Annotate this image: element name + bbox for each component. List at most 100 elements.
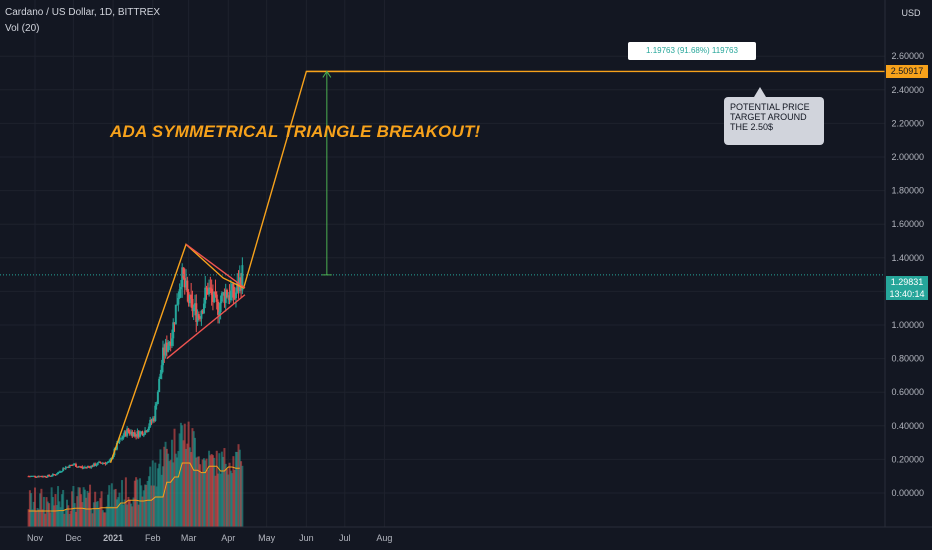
- volume-bar: [136, 479, 139, 527]
- candle-body: [46, 475, 49, 478]
- candle-body: [151, 418, 154, 422]
- price-tick-label: 2.00000: [891, 152, 924, 162]
- volume-bar: [123, 499, 126, 527]
- candle-body: [186, 280, 189, 293]
- volume-bar: [156, 468, 159, 527]
- price-axis[interactable]: 2.60000 2.40000 2.20000 2.00000 1.80000 1.600…: [891, 51, 924, 498]
- volume-bar: [173, 428, 176, 527]
- candle-body: [168, 341, 171, 346]
- trend-line[interactable]: [166, 294, 246, 360]
- volume-bar: [91, 513, 94, 527]
- candle-body: [124, 431, 127, 436]
- volume-bar: [37, 509, 40, 527]
- volume-bar: [74, 511, 77, 527]
- volume-bar: [190, 452, 193, 527]
- candle-body: [167, 345, 170, 352]
- candle-body: [104, 463, 107, 465]
- candle-body: [181, 267, 184, 287]
- time-tick-label: 2021: [103, 533, 123, 543]
- candle-body: [45, 476, 48, 478]
- candle-body: [35, 476, 38, 478]
- volume-bar: [223, 448, 226, 527]
- volume-bar: [178, 433, 181, 527]
- volume-bar: [231, 473, 234, 527]
- volume-bar: [39, 493, 42, 527]
- candle-body: [87, 466, 90, 468]
- volume-bar: [113, 489, 116, 527]
- volume-bar: [64, 510, 67, 527]
- price-target-callout[interactable]: POTENTIAL PRICE TARGET AROUND THE 2.50$: [724, 87, 824, 145]
- candle-body: [208, 287, 211, 295]
- volume-bar: [112, 506, 115, 527]
- measure-label[interactable]: 1.19763 (91.68%) 119763: [628, 42, 756, 60]
- candle-body: [172, 322, 175, 339]
- candle-body: [118, 438, 121, 443]
- volume-bar: [149, 466, 152, 527]
- candle-body: [140, 431, 143, 433]
- candle-body: [199, 317, 202, 319]
- candle-body: [232, 283, 235, 298]
- volume-bar: [168, 461, 171, 527]
- volume-bar: [209, 455, 212, 527]
- candle-body: [200, 310, 203, 319]
- volume-bar: [201, 459, 204, 527]
- volume-bar: [32, 501, 35, 527]
- measure-arrowhead: [322, 70, 332, 78]
- candle-body: [94, 463, 97, 466]
- volume-bars: [27, 421, 244, 527]
- symbol-title[interactable]: Cardano / US Dollar, 1D, BITTREX: [5, 7, 161, 18]
- volume-bar: [127, 496, 130, 527]
- volume-bar: [228, 462, 231, 527]
- volume-indicator-label[interactable]: Vol (20): [5, 23, 40, 34]
- volume-bar: [103, 512, 106, 527]
- volume-bar: [72, 486, 75, 527]
- candle-body: [31, 475, 34, 477]
- volume-bar: [182, 440, 185, 527]
- volume-bar: [46, 501, 49, 527]
- price-tick-label: 0.80000: [891, 354, 924, 364]
- volume-bar: [197, 456, 200, 527]
- chart-annotation-title[interactable]: ADA SYMMETRICAL TRIANGLE BREAKOUT!: [110, 122, 481, 141]
- candle-body: [213, 291, 216, 302]
- volume-bar: [49, 512, 52, 527]
- last-price-tag: 1.29831: [886, 276, 928, 288]
- candle-body: [233, 297, 236, 299]
- volume-bar: [128, 499, 131, 527]
- volume-bar: [233, 469, 236, 527]
- candle-body: [57, 472, 60, 475]
- candle-body: [133, 432, 136, 435]
- volume-bar: [155, 486, 158, 527]
- candle-body: [179, 286, 182, 290]
- candle-body: [182, 267, 185, 279]
- candle-body: [126, 428, 129, 436]
- candle-body: [204, 287, 207, 304]
- candle-body: [30, 476, 33, 478]
- volume-bar: [145, 484, 148, 527]
- price-tick-label: 1.60000: [891, 219, 924, 229]
- volume-bar: [194, 437, 196, 527]
- candle-body: [51, 474, 54, 476]
- candle-body: [191, 298, 194, 312]
- trend-lines: [0, 70, 885, 463]
- candle-body: [105, 462, 108, 465]
- price-tick-label: 0.60000: [891, 387, 924, 397]
- volume-bar: [48, 503, 51, 527]
- time-axis[interactable]: Nov Dec 2021 Feb Mar Apr May Jun Jul Aug: [27, 533, 392, 543]
- trend-line[interactable]: [185, 243, 246, 289]
- candle-body: [130, 431, 132, 434]
- candle-body: [32, 475, 35, 477]
- volume-bar: [96, 501, 99, 527]
- volume-bar: [76, 496, 79, 527]
- volume-bar: [213, 457, 216, 527]
- volume-bar: [34, 487, 36, 527]
- volume-bar: [219, 473, 222, 527]
- candle-body: [121, 438, 124, 440]
- volume-bar: [202, 458, 205, 527]
- volume-bar: [51, 497, 54, 527]
- volume-bar: [42, 496, 45, 527]
- volume-bar: [150, 485, 153, 527]
- candle-body: [227, 295, 230, 298]
- volume-bar: [57, 486, 60, 527]
- candle-body: [226, 290, 228, 298]
